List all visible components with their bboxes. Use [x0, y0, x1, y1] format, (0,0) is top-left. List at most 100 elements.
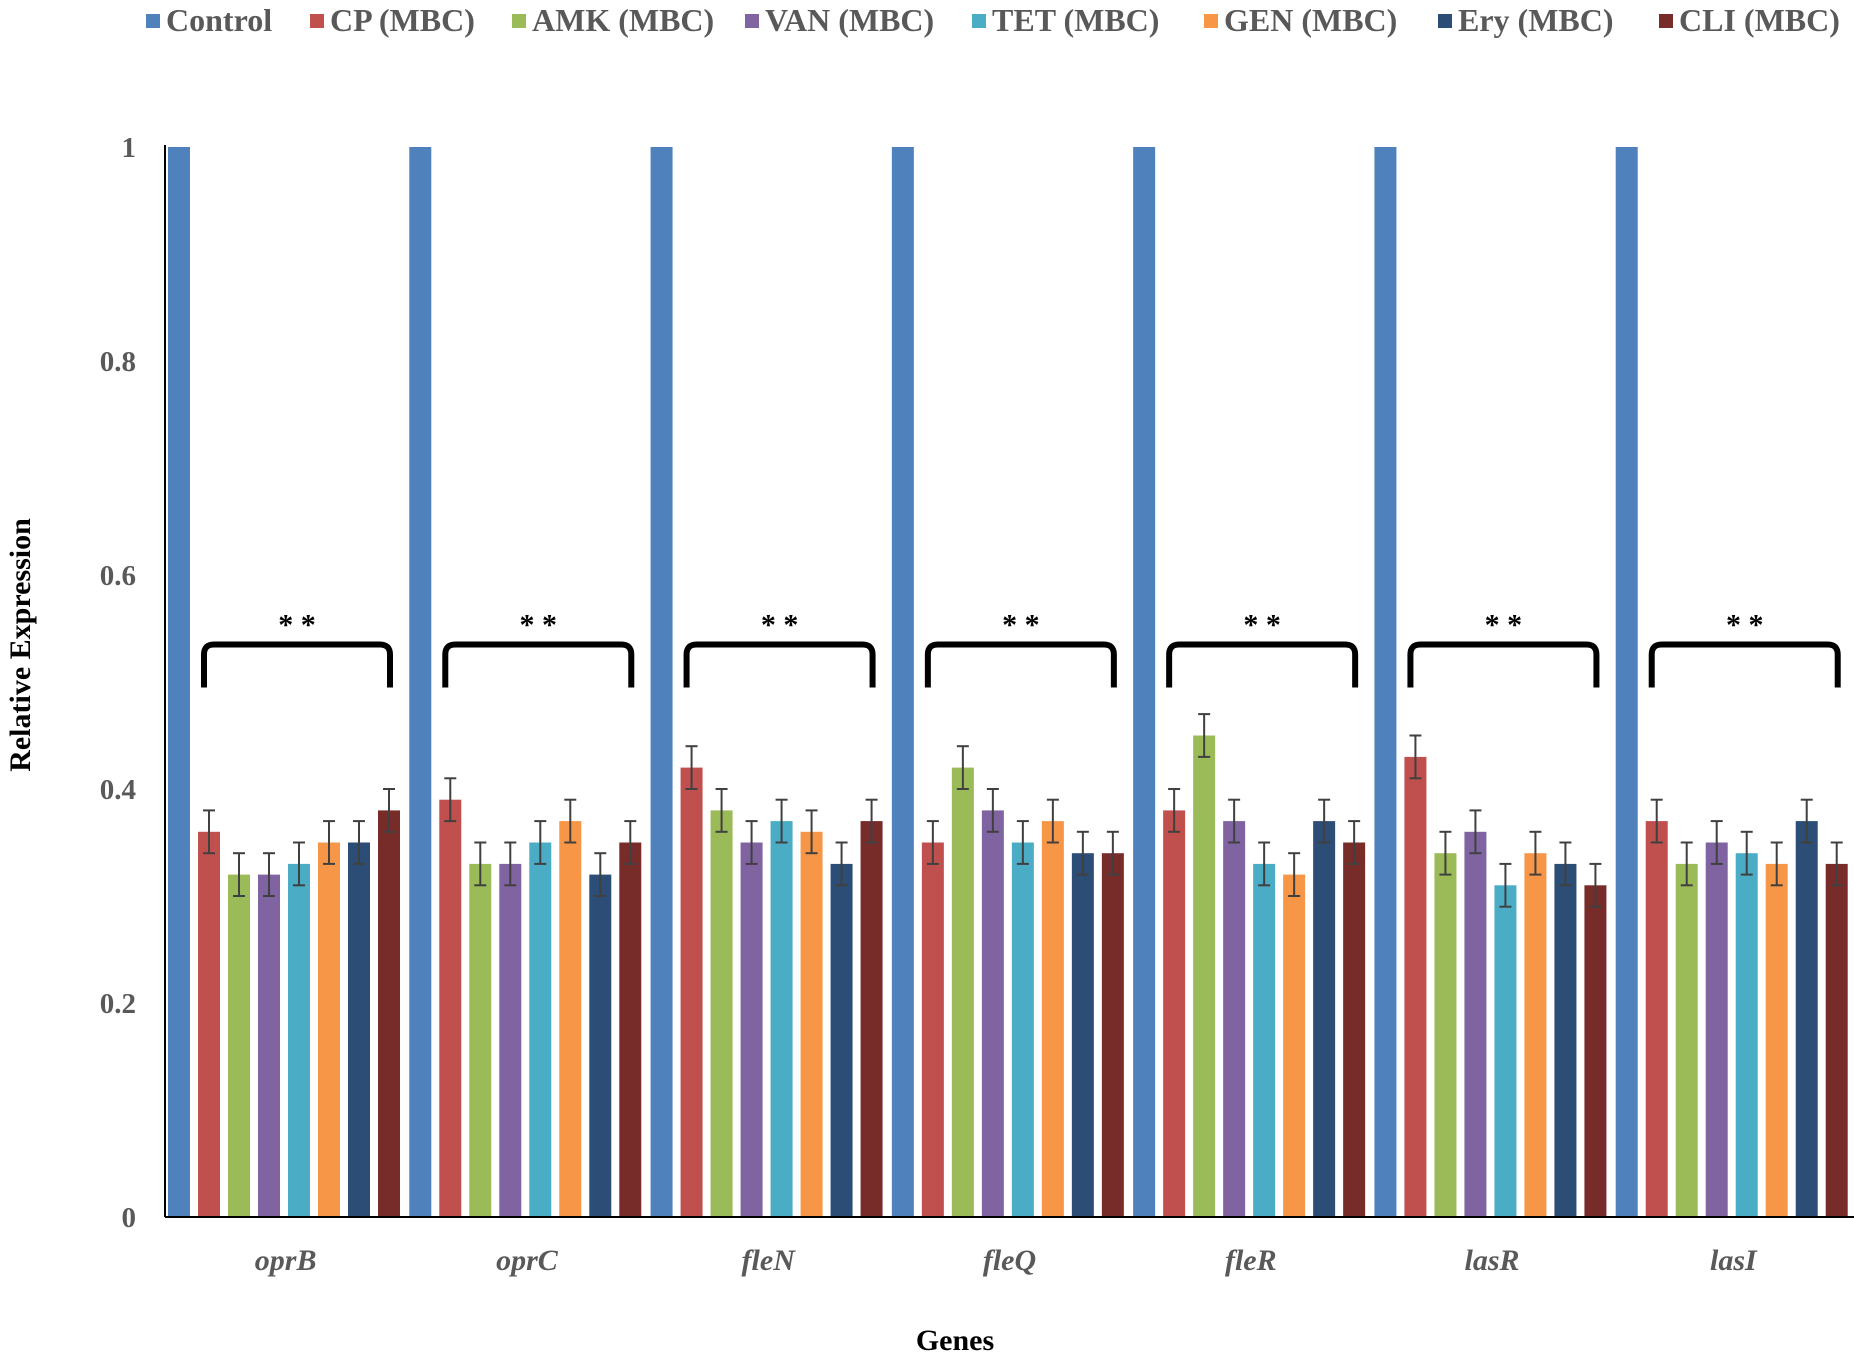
bar	[1223, 821, 1246, 1217]
bar	[1795, 821, 1818, 1217]
bar	[650, 147, 673, 1217]
bar	[1041, 821, 1064, 1217]
legend-item: Control	[146, 2, 272, 39]
legend-label: VAN (MBC)	[765, 2, 935, 38]
bar	[1101, 853, 1124, 1217]
bar	[469, 863, 492, 1217]
legend-label: Ery (MBC)	[1458, 2, 1614, 38]
bar	[1283, 874, 1306, 1217]
bar	[921, 842, 944, 1217]
legend-label: CP (MBC)	[330, 2, 475, 38]
x-axis-title: Genes	[916, 1324, 994, 1356]
bar	[1011, 842, 1034, 1217]
bar	[1253, 863, 1276, 1217]
bar	[1404, 756, 1427, 1217]
significance-bracket	[683, 641, 876, 688]
bar	[529, 842, 552, 1217]
x-tick-label: oprB	[255, 1244, 317, 1277]
bar	[1193, 735, 1216, 1217]
bar	[770, 821, 793, 1217]
bar	[1313, 821, 1336, 1217]
bar	[710, 810, 733, 1217]
legend-item: AMK (MBC)	[512, 2, 714, 39]
legend-item: TET (MBC)	[972, 2, 1159, 39]
legend-item: GEN (MBC)	[1204, 2, 1397, 39]
bar	[891, 147, 914, 1217]
bar	[1735, 853, 1758, 1217]
significance-bracket	[201, 641, 393, 688]
bar	[378, 810, 400, 1217]
x-tick-label: lasI	[1710, 1244, 1758, 1277]
legend-swatch	[310, 13, 324, 28]
legend-item: CP (MBC)	[310, 2, 475, 39]
y-tick-label: 0.2	[100, 988, 136, 1020]
legend-swatch	[1659, 13, 1673, 28]
bar	[1615, 147, 1638, 1217]
significance-bracket	[924, 641, 1117, 688]
legend-swatch	[1204, 13, 1218, 28]
y-tick-label: 0.8	[100, 346, 136, 378]
y-tick-label: 0.6	[100, 560, 136, 592]
legend-label: CLI (MBC)	[1679, 2, 1840, 38]
bar	[559, 821, 582, 1217]
bar	[228, 874, 250, 1217]
bar	[740, 842, 763, 1217]
y-tick-label: 1	[122, 132, 137, 164]
bar	[1434, 853, 1457, 1217]
bar	[1071, 853, 1094, 1217]
legend-label: AMK (MBC)	[532, 2, 715, 38]
legend-swatch	[1438, 13, 1452, 28]
legend-swatch	[745, 13, 759, 28]
bar	[348, 842, 370, 1217]
significance-label: * *	[761, 609, 799, 642]
legend-item: Ery (MBC)	[1438, 2, 1614, 39]
legend-label: TET (MBC)	[992, 2, 1160, 38]
x-tick-label: lasR	[1465, 1244, 1520, 1277]
y-tick-label: 0.4	[100, 774, 136, 806]
legend-item: CLI (MBC)	[1659, 2, 1840, 39]
bar	[1554, 863, 1577, 1217]
bar	[1825, 863, 1848, 1217]
bar	[1675, 863, 1698, 1217]
x-tick-label: fleR	[1225, 1244, 1277, 1277]
bar	[830, 863, 853, 1217]
bar	[318, 842, 340, 1217]
bar	[1524, 853, 1547, 1217]
legend-item: VAN (MBC)	[745, 2, 934, 39]
significance-label: * *	[1485, 609, 1523, 642]
bar	[1705, 842, 1728, 1217]
legend-label: Control	[166, 2, 273, 38]
bar	[439, 799, 462, 1217]
bar	[981, 810, 1004, 1217]
bar	[1464, 831, 1487, 1217]
x-tick-label: oprC	[496, 1244, 559, 1277]
bar	[860, 821, 883, 1217]
significance-label: * *	[278, 609, 316, 642]
bar	[499, 863, 522, 1217]
x-tick-label: fleN	[742, 1244, 797, 1277]
legend-swatch	[146, 13, 160, 28]
bar	[258, 874, 280, 1217]
bar	[951, 767, 974, 1217]
chart-legend: Control CP (MBC) AMK (MBC) VAN (MBC) TET (MB…	[0, 0, 1854, 40]
significance-bracket	[1166, 641, 1359, 688]
y-tick-label: 0	[122, 1202, 137, 1234]
legend-swatch	[972, 13, 986, 28]
bar	[800, 831, 823, 1217]
significance-bracket	[442, 641, 635, 688]
legend-swatch	[512, 13, 526, 28]
bar	[589, 874, 612, 1217]
bar	[1343, 842, 1366, 1217]
significance-bracket	[1648, 641, 1841, 688]
y-axis-title: Relative Expression	[4, 518, 37, 772]
bar	[288, 863, 310, 1217]
bar	[198, 831, 220, 1217]
bar	[1374, 147, 1397, 1217]
bar	[1645, 821, 1668, 1217]
significance-bracket	[1407, 641, 1600, 688]
bar	[168, 147, 190, 1217]
bar	[1494, 885, 1517, 1217]
bar	[409, 147, 432, 1217]
significance-label: * *	[520, 609, 558, 642]
